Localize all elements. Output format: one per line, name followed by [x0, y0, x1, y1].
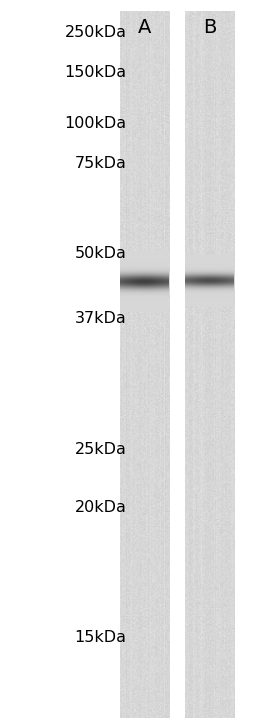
Text: 50kDa: 50kDa	[75, 247, 127, 261]
Text: 250kDa: 250kDa	[65, 25, 127, 40]
Text: 100kDa: 100kDa	[65, 116, 127, 130]
Text: 25kDa: 25kDa	[75, 442, 127, 457]
Text: B: B	[203, 18, 217, 37]
Bar	[185, 11, 235, 718]
Text: 150kDa: 150kDa	[65, 65, 127, 80]
Text: 20kDa: 20kDa	[75, 500, 127, 515]
Text: 37kDa: 37kDa	[75, 312, 127, 326]
Text: 75kDa: 75kDa	[75, 156, 127, 170]
Text: 15kDa: 15kDa	[75, 631, 127, 645]
Bar	[120, 11, 169, 718]
Text: A: A	[138, 18, 151, 37]
